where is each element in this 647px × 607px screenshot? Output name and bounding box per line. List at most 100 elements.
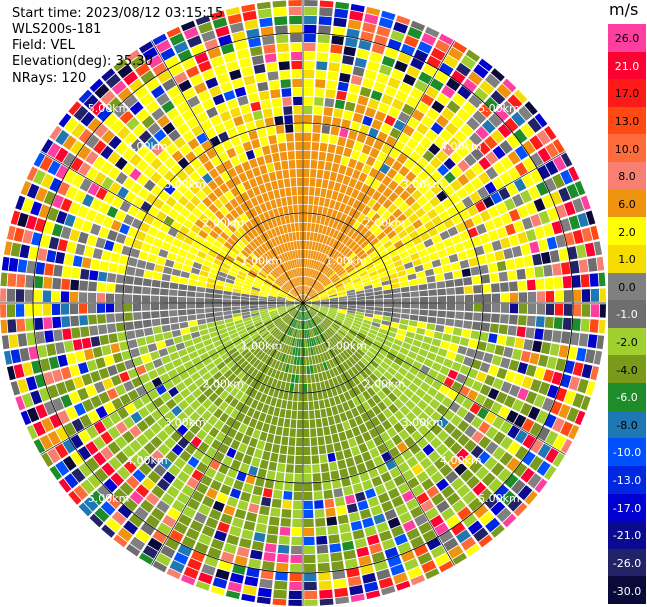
range-gate [303,168,310,178]
range-gate [175,364,186,375]
range-gate [240,237,249,246]
range-gate [114,303,124,313]
range-gate [388,348,399,357]
range-gate [167,345,177,354]
range-gate [392,208,403,219]
range-gate [334,281,343,287]
range-gate [376,231,386,241]
range-gate [295,365,300,375]
range-gate [304,581,317,591]
range-gate [467,71,483,86]
range-gate [424,268,435,277]
range-gate [286,317,293,325]
range-gate [355,287,364,292]
range-gate [314,509,325,518]
range-gate [402,124,415,137]
range-gate [286,373,292,383]
range-gate [587,257,598,272]
range-gate [259,310,269,315]
range-gate [152,33,168,46]
range-gate [264,117,275,127]
range-gate [243,337,252,345]
range-gate [90,490,105,506]
range-gate [290,374,296,383]
range-gate [185,394,196,405]
range-gate [530,379,542,393]
range-gate [346,312,355,317]
range-gate [202,240,213,249]
range-gate [54,147,69,163]
range-gate [330,552,343,562]
range-gate [555,358,567,372]
range-gate [291,527,303,537]
range-gate [308,392,313,401]
range-gate [478,103,493,118]
range-gate [428,303,438,310]
range-gate [317,345,322,354]
range-gate [133,285,142,294]
range-gate [304,554,316,564]
range-gate [255,276,264,283]
range-gate [267,275,275,282]
range-gate [471,214,483,226]
range-gate [342,401,350,412]
range-gate [282,372,288,382]
range-gate [401,342,412,350]
range-gate [526,315,536,327]
range-gate [488,478,503,493]
range-gate [143,214,155,225]
range-gate [263,211,271,221]
range-gate [43,190,56,206]
range-gate [317,354,322,363]
range-gate [142,319,152,328]
range-gate [260,269,268,277]
range-gate [310,374,316,383]
range-gate [64,117,79,133]
range-gate [288,307,296,314]
range-gate [246,275,255,281]
range-gate [264,321,273,327]
range-gate [227,13,242,25]
range-gate [104,240,115,251]
range-gate [474,245,485,256]
range-gate [471,430,484,444]
range-gate [333,321,342,327]
range-gate [177,183,188,195]
range-gate [311,241,316,251]
range-gate [580,395,591,411]
range-gate [316,52,329,62]
range-gate [55,129,70,146]
range-gate [344,494,356,505]
range-gate [250,101,262,112]
range-gate [429,398,441,410]
range-gate [332,229,340,239]
range-gate [285,300,295,302]
range-gate [401,361,412,371]
range-gate [414,79,428,93]
range-gate [154,264,164,273]
range-gate [206,148,217,160]
range-gate [457,159,470,173]
range-gate [270,143,279,154]
range-gate [283,206,289,215]
range-gate [495,391,508,404]
range-gate [239,538,252,549]
range-gate [467,205,479,217]
range-gate [394,410,405,421]
range-gate [334,252,342,261]
range-gate [155,39,172,53]
range-gate [472,110,487,125]
range-gate [78,89,93,104]
range-gate [275,34,289,44]
range-gate [492,431,506,445]
range-gate [325,360,332,370]
range-gate [167,368,178,379]
range-gate [296,356,300,366]
range-gate [348,437,357,448]
range-gate [417,170,430,182]
range-gate [224,405,234,416]
range-gate [404,240,415,250]
range-gate [87,117,102,133]
range-gate [381,538,396,551]
range-gate [332,219,339,229]
